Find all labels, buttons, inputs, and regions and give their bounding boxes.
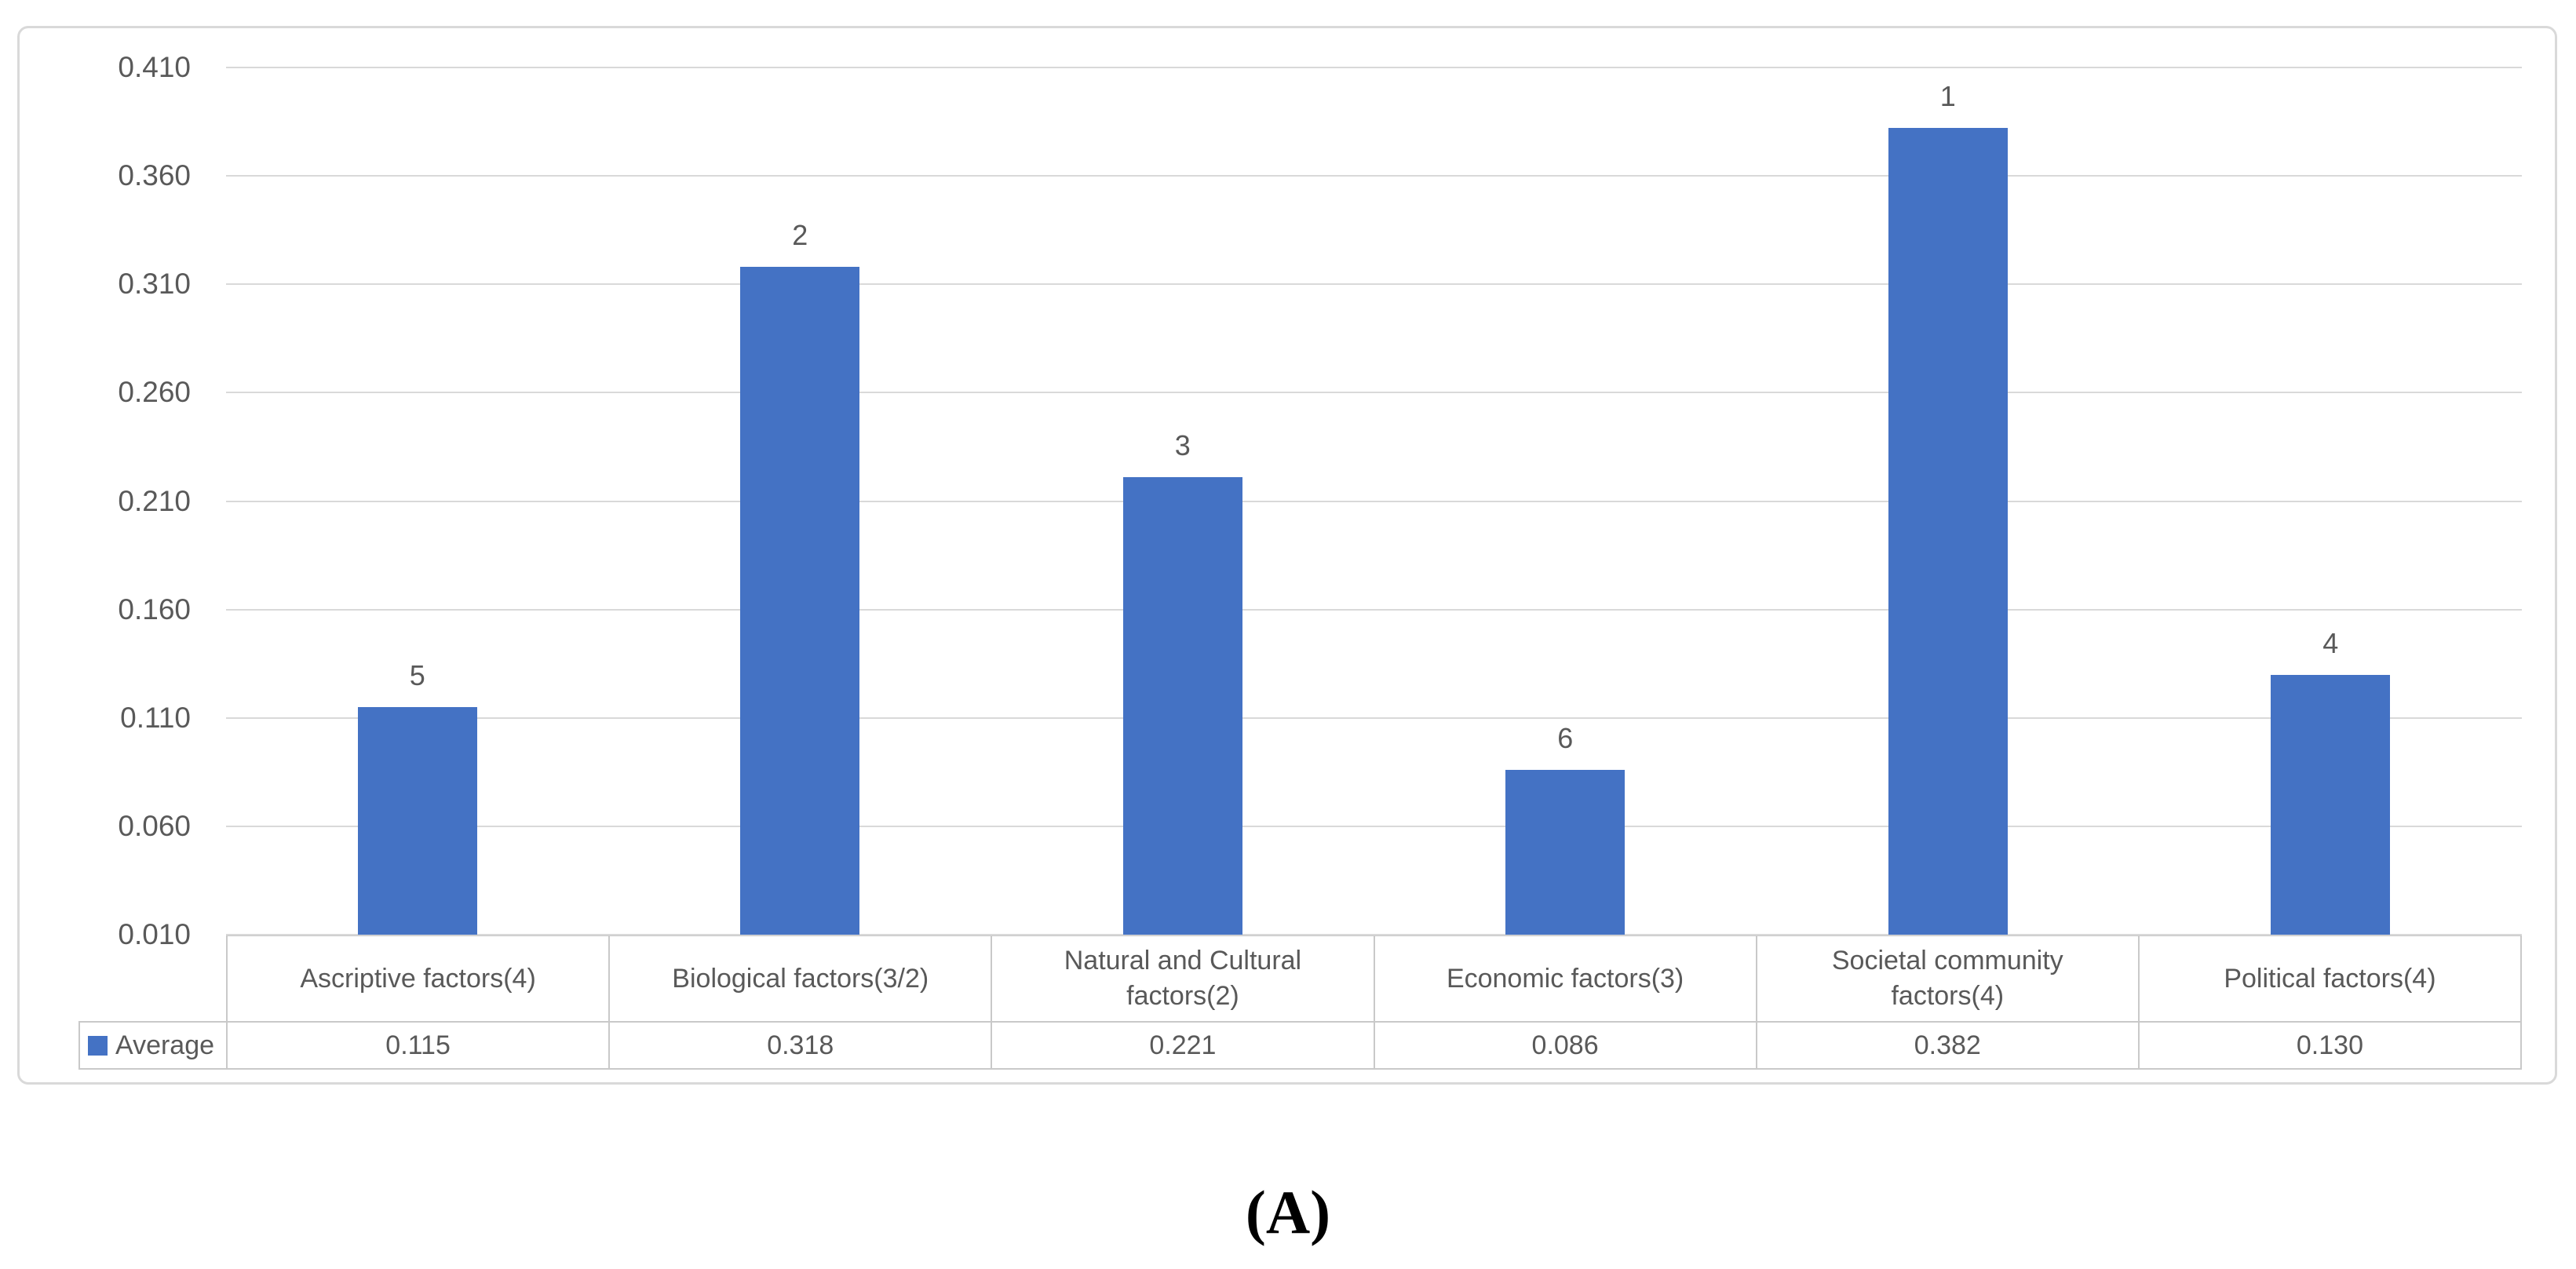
table-category-cell: Natural and Cultural factors(2) [992,936,1375,1021]
table-value-cell: 0.221 [992,1023,1375,1068]
data-table-value-row: 0.115 0.318 0.221 0.086 0.382 0.130 [226,1021,2522,1070]
gridline [226,608,2522,611]
bar-rank-label: 4 [2322,626,2339,659]
bar [1888,128,2008,935]
table-value-cell: 0.318 [610,1023,993,1068]
y-axis-tick-label: 0.160 [118,593,191,625]
bar-rank-label: 1 [1939,80,1956,113]
bar-rank-label: 6 [1557,722,1574,755]
gridline [226,67,2522,68]
y-axis-tick-label: 0.310 [118,268,191,301]
bar-rank-label: 5 [409,658,425,691]
legend-label: Average [115,1030,215,1060]
y-axis-tick-label: 0.010 [118,918,191,950]
bar [1122,477,1242,935]
gridline [226,825,2522,827]
y-axis-tick-label: 0.210 [118,484,191,517]
table-value-cell: 0.115 [228,1023,611,1068]
y-axis-tick-label: 0.060 [118,809,191,842]
table-category-cell: Ascriptive factors(4) [228,936,611,1021]
gridline [226,392,2522,394]
bar [1505,770,1626,935]
gridline [226,500,2522,502]
y-axis-tick-label: 0.110 [120,701,191,734]
bar [740,267,860,935]
data-table-header-row: Ascriptive factors(4) Biological factors(… [226,935,2522,1021]
table-category-cell: Political factors(4) [2224,963,2436,994]
y-axis-tick-label: 0.410 [118,51,191,83]
legend-swatch-average [88,1035,108,1056]
bar [2271,674,2391,935]
table-category-cell: Biological factors(3/2) [610,936,993,1021]
legend-cell: Average [78,1021,228,1070]
gridline [226,283,2522,286]
figure-caption: (A) [1245,1178,1331,1246]
y-axis-tick-label: 0.260 [118,376,191,409]
bar-rank-label: 3 [1174,429,1191,462]
table-value-cell: 0.382 [1757,1023,2140,1068]
bar-rank-label: 2 [792,219,808,252]
table-category-cell: Economic factors(3) [1375,936,1757,1021]
bar [357,706,477,935]
gridline [226,175,2522,177]
table-value-cell: 0.086 [1375,1023,1757,1068]
bar-chart: Ascriptive factors(4) Biological factors(… [17,26,2557,1085]
table-category-cell: Societal community factors(4) [1757,936,2140,1021]
table-value-cell: 0.130 [2296,1030,2363,1060]
gridline [226,717,2522,719]
y-axis-tick-label: 0.360 [118,159,191,192]
